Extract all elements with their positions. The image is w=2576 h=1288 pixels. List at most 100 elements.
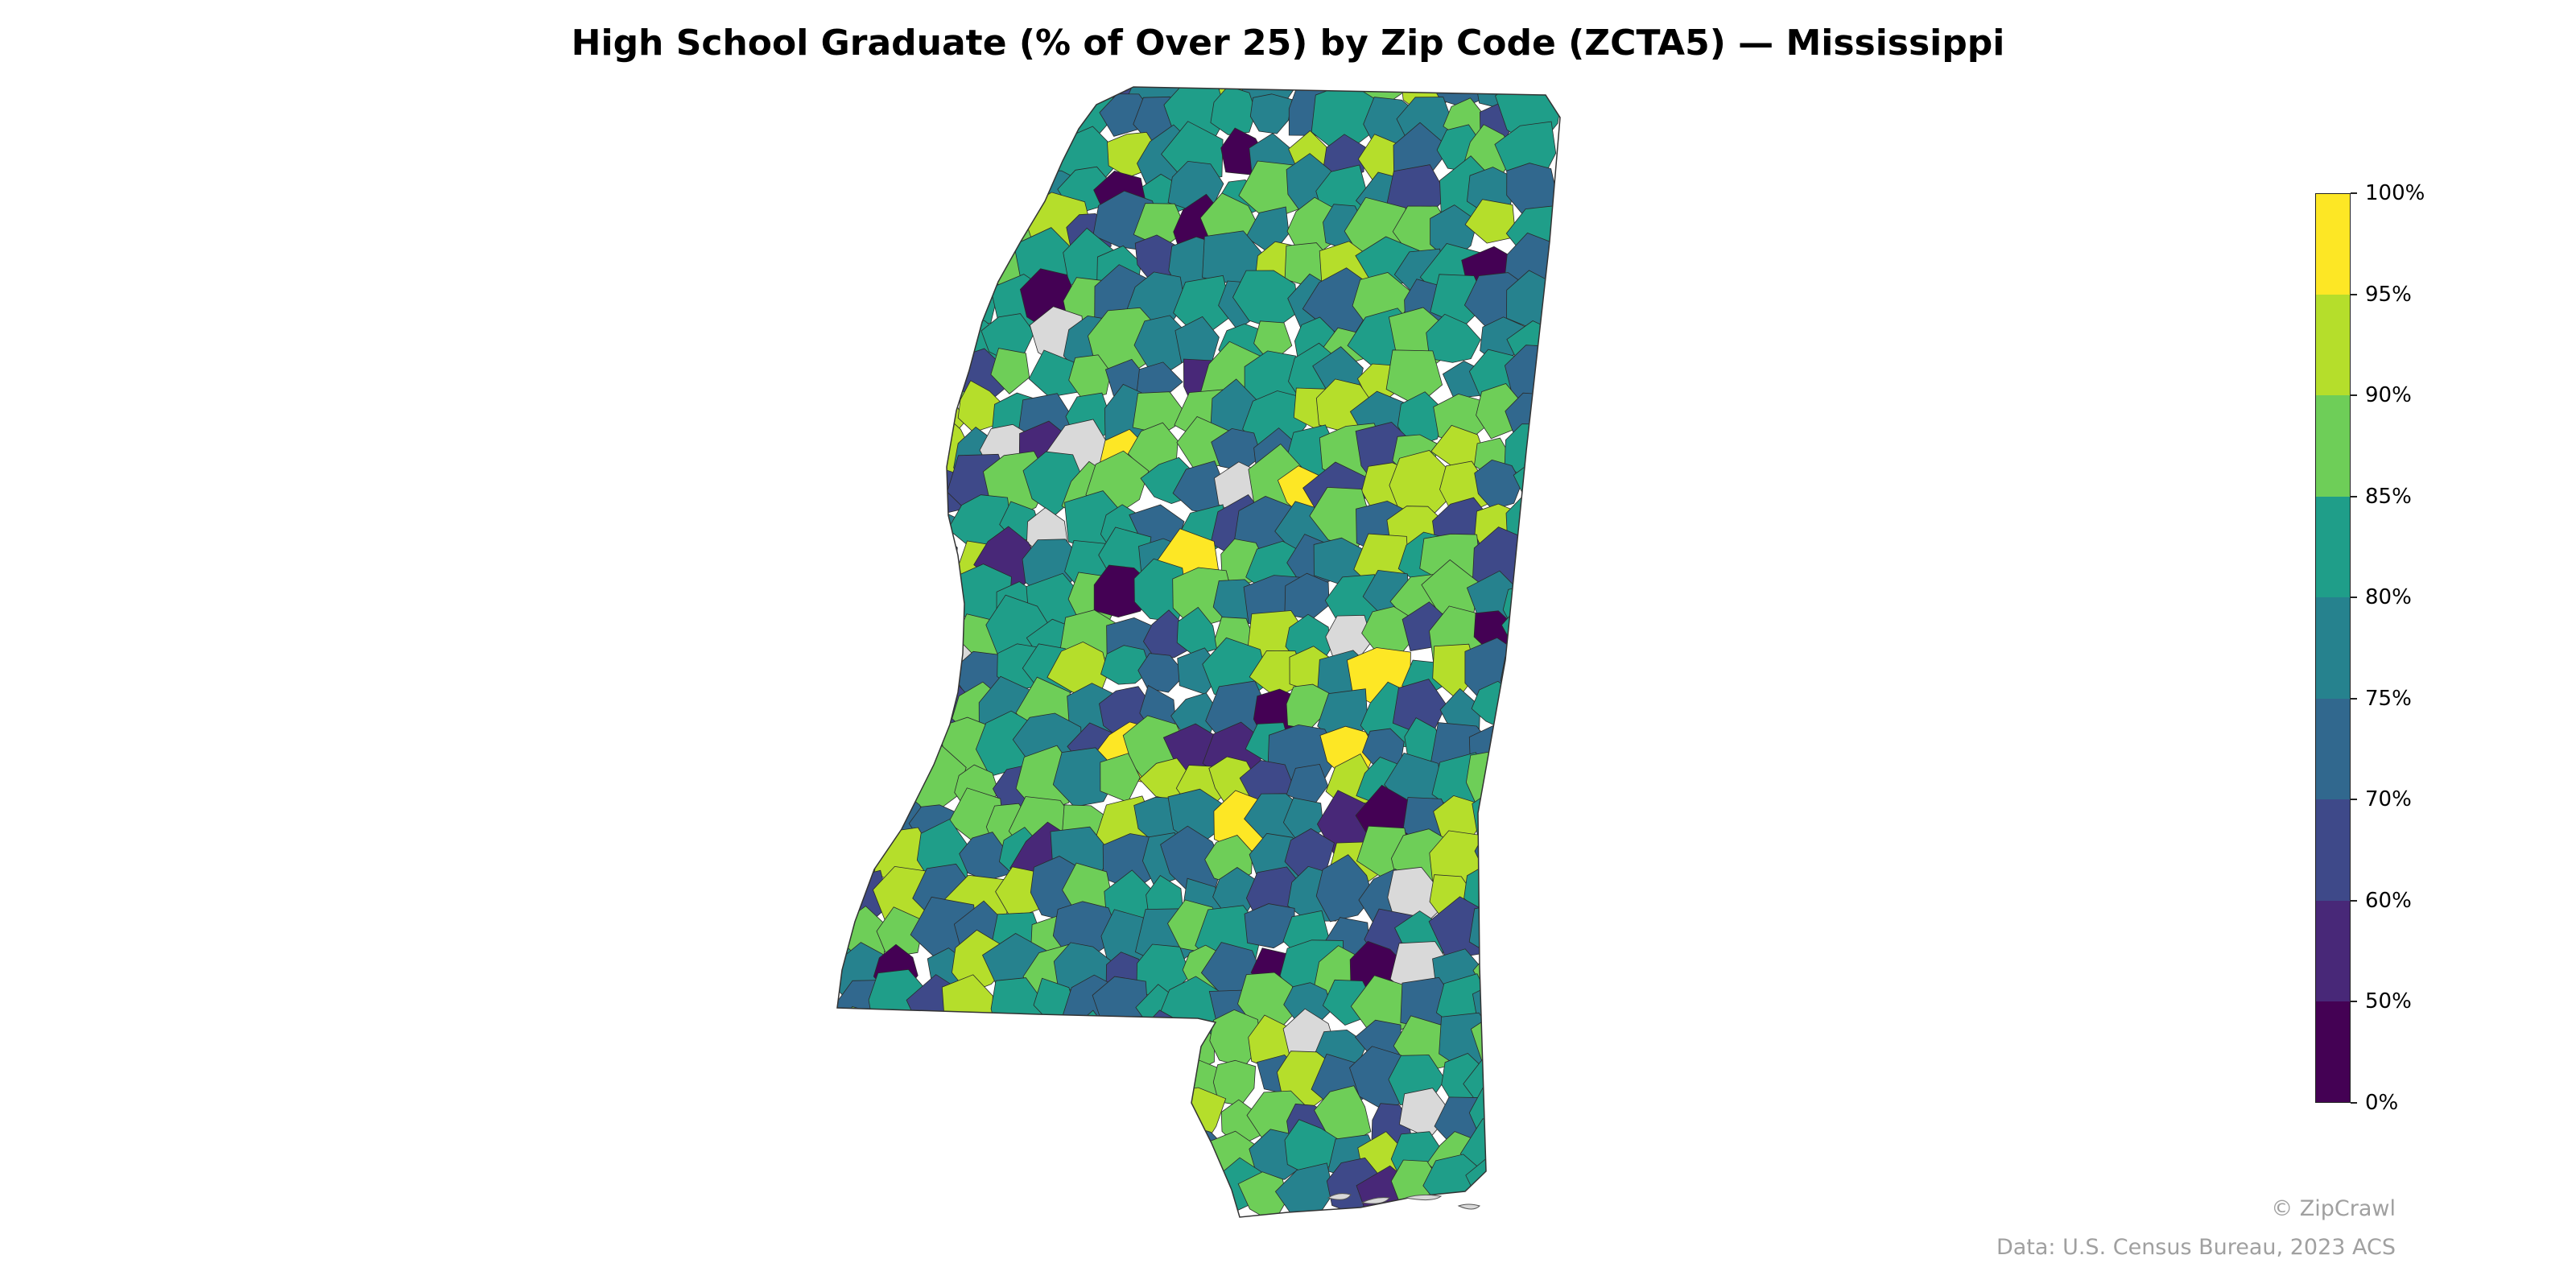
zip-area <box>864 244 932 300</box>
zip-area <box>838 568 902 627</box>
zip-area <box>1018 1039 1075 1113</box>
colorbar-tick <box>2351 495 2357 497</box>
zip-area <box>906 267 976 334</box>
zip-area <box>876 184 933 253</box>
zip-area <box>848 650 896 701</box>
zip-area <box>851 690 894 733</box>
zip-area <box>923 87 977 109</box>
colorbar <box>2315 193 2351 1104</box>
zip-area <box>837 95 841 149</box>
zip-area <box>869 426 938 489</box>
zip-area <box>873 458 921 501</box>
source-text: Data: U.S. Census Bureau, 2023 ACS <box>1996 1235 2396 1260</box>
zip-area <box>1506 87 1553 99</box>
zip-area <box>949 164 1009 221</box>
zip-area <box>874 1095 928 1138</box>
zip-area <box>837 1006 893 1079</box>
zip-area <box>1519 1162 1560 1209</box>
zip-area <box>1063 1009 1113 1071</box>
zip-area <box>1086 1154 1150 1217</box>
zip-area <box>914 124 968 178</box>
zip-area <box>954 87 1004 131</box>
zip-area <box>837 1125 852 1189</box>
zip-area <box>837 647 857 697</box>
zip-area <box>837 233 854 300</box>
colorbar-swatch-95pct-100pct <box>2315 193 2351 295</box>
barrier-islands <box>1327 1193 1480 1210</box>
zip-area <box>1509 792 1559 841</box>
zip-area <box>837 575 856 630</box>
zip-area <box>981 1174 1032 1217</box>
zip-area <box>837 446 867 514</box>
colorbar-tick-label: 85% <box>2365 484 2412 509</box>
zip-area <box>837 1042 892 1116</box>
zip-area <box>1502 584 1550 630</box>
zip-area <box>871 714 927 774</box>
zip-area <box>837 835 842 888</box>
zip-area <box>1501 1084 1555 1140</box>
zip-area <box>852 1156 895 1208</box>
zip-area <box>882 87 937 110</box>
zip-area <box>837 1160 857 1203</box>
zip-area <box>837 349 855 401</box>
zip-area <box>906 533 958 584</box>
zip-area <box>837 1008 864 1067</box>
colorbar-tick-label: 100% <box>2365 181 2425 205</box>
state-outline <box>836 86 1561 1218</box>
colorbar-tick <box>2351 293 2357 295</box>
zip-area <box>1055 1125 1111 1182</box>
zip-area <box>997 164 1042 217</box>
zip-area <box>837 151 862 220</box>
zip-area <box>873 378 927 434</box>
zip-area <box>1496 1124 1550 1184</box>
zip-area <box>960 1093 1011 1149</box>
zip-area <box>1036 1019 1086 1063</box>
zip-area <box>985 88 1035 142</box>
zip-area <box>844 756 911 811</box>
zip-area <box>915 1088 974 1144</box>
zip-area <box>1027 98 1080 150</box>
zip-area <box>1129 1166 1198 1217</box>
zip-area <box>1518 545 1560 584</box>
zip-area <box>950 87 1003 107</box>
zip-area <box>842 348 898 411</box>
zip-area <box>1122 1117 1190 1185</box>
colorbar-tick <box>2351 1001 2357 1003</box>
zip-area <box>837 97 886 149</box>
colorbar-swatch-0pct-50pct <box>2315 1001 2351 1104</box>
zip-area <box>999 1013 1049 1067</box>
zip-area <box>838 1134 904 1197</box>
zip-area <box>1137 653 1187 693</box>
zip-area <box>913 1018 960 1069</box>
zip-area <box>1501 973 1560 1042</box>
zip-area <box>837 1088 882 1150</box>
colorbar-tick-label: 90% <box>2365 383 2412 408</box>
zip-area <box>1067 1042 1126 1117</box>
zip-area <box>952 1129 1000 1179</box>
zip-area <box>876 683 918 724</box>
zip-area <box>837 1096 870 1153</box>
zip-area <box>914 165 968 229</box>
colorbar-tick <box>2351 1102 2357 1104</box>
colorbar-swatch-90pct-95pct <box>2315 294 2351 396</box>
zip-area <box>1426 313 1481 363</box>
zip-area <box>876 1127 927 1176</box>
zip-area <box>1249 93 1293 134</box>
zip-area <box>1488 817 1556 889</box>
zip-area <box>868 87 926 143</box>
zip-area <box>837 540 869 603</box>
zip-area <box>1516 901 1560 961</box>
zip-area <box>1472 945 1529 1003</box>
zip-area <box>874 1051 933 1110</box>
zip-area <box>990 348 1030 394</box>
zip-area <box>1035 1088 1080 1138</box>
colorbar-tick <box>2351 899 2357 902</box>
colorbar-tick <box>2351 192 2357 194</box>
colorbar-tick-label: 95% <box>2365 282 2412 307</box>
zip-area <box>837 1051 859 1105</box>
zip-area <box>837 204 854 256</box>
zip-area <box>880 1023 934 1082</box>
zip-area <box>1105 1129 1148 1172</box>
colorbar-tick <box>2351 697 2357 700</box>
